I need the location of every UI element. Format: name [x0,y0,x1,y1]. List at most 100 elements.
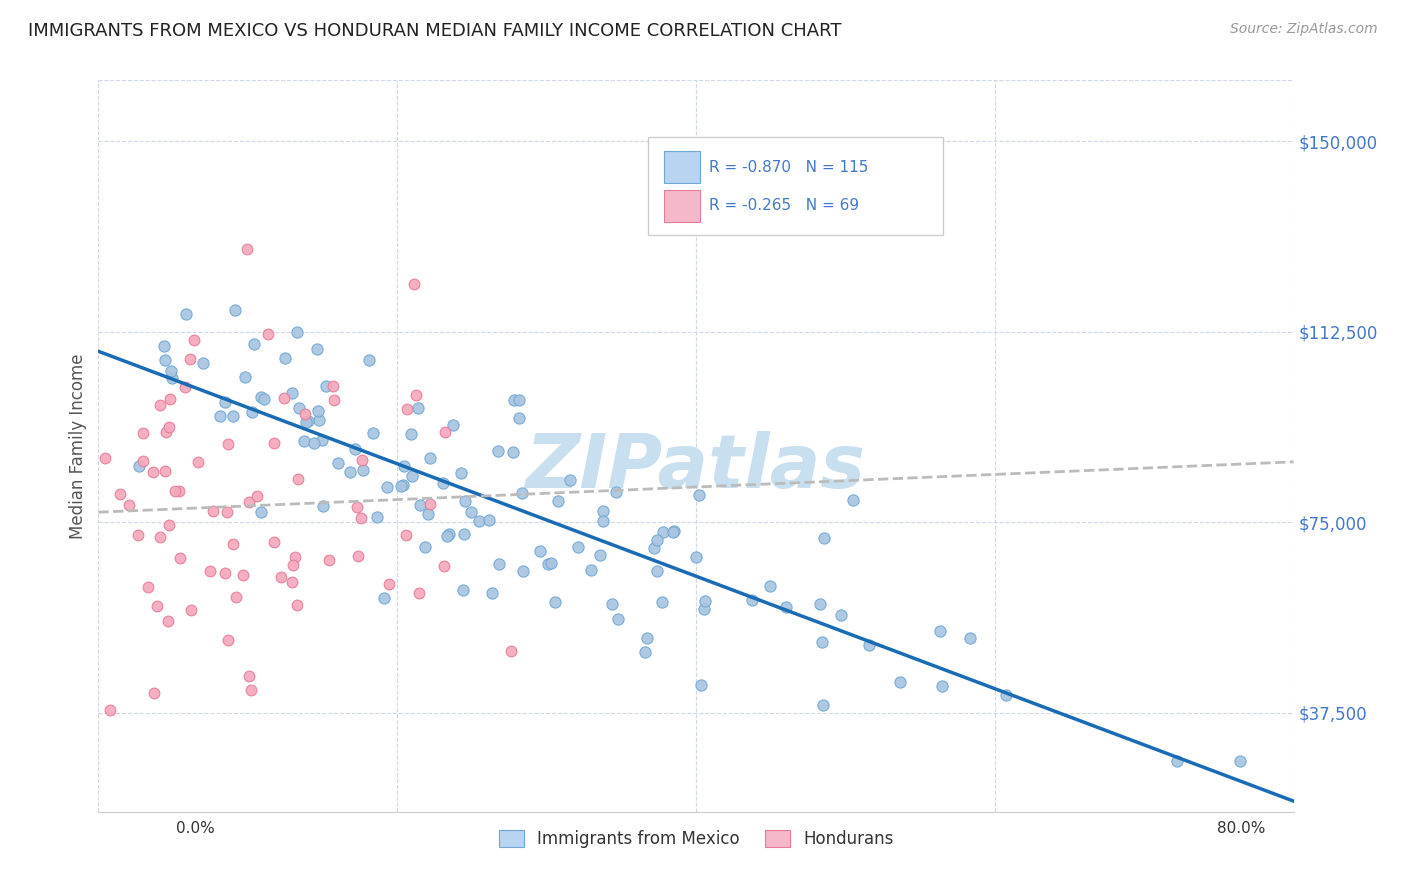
Point [287,598,309,612]
Point [224,303,246,318]
Point [350,511,373,525]
Point [392,478,415,492]
Point [94,451,117,466]
Point [179,351,201,366]
Point [453,527,475,541]
Point [432,475,454,490]
Point [811,698,834,712]
Point [281,575,304,590]
Point [156,615,179,629]
Point [149,398,172,412]
Point [395,402,418,417]
Point [450,466,472,480]
Text: R = -0.265   N = 69: R = -0.265 N = 69 [709,198,859,213]
Point [592,514,614,528]
Point [136,580,159,594]
Point [508,392,530,407]
Point [375,480,398,494]
Point [695,594,717,608]
Point [488,557,510,571]
Point [662,525,685,540]
Point [537,557,560,571]
Point [270,570,292,584]
Point [240,405,263,419]
Point [232,568,254,582]
Point [217,633,239,648]
Point [202,504,225,518]
Point [931,679,953,693]
Point [263,436,285,450]
Point [322,378,344,392]
Point [478,513,501,527]
Point [159,364,181,378]
Point [567,540,589,554]
Point [174,380,197,394]
Point [652,525,675,540]
Point [741,593,763,607]
Point [373,591,395,606]
Point [352,453,374,467]
Point [295,415,318,429]
Point [285,325,308,339]
Point [510,486,533,500]
Point [132,454,155,468]
Point [163,484,186,499]
Point [579,563,602,577]
Point [157,517,180,532]
Point [187,455,209,469]
Point [217,436,239,450]
Point [959,631,981,645]
Point [433,425,456,439]
Text: ZIPatlas: ZIPatlas [526,432,866,505]
Point [688,487,710,501]
Point [312,500,335,514]
Point [451,582,474,597]
Point [246,489,269,503]
Point [436,529,458,543]
Point [155,425,177,439]
Point [693,602,716,616]
Point [758,578,780,592]
Legend: Immigrants from Mexico, Hondurans: Immigrants from Mexico, Hondurans [492,823,900,855]
Point [488,444,510,458]
Point [352,462,374,476]
Point [146,599,169,614]
Point [460,505,482,519]
Point [263,534,285,549]
Point [685,550,707,565]
Point [508,411,530,425]
Point [889,675,911,690]
Point [588,548,610,562]
Point [323,393,346,408]
Point [366,510,388,524]
Point [127,528,149,542]
Text: R = -0.870   N = 115: R = -0.870 N = 115 [709,160,868,175]
Point [402,277,425,292]
Point [437,527,460,541]
Point [214,394,236,409]
Point [253,392,276,407]
Point [544,595,567,609]
Point [183,333,205,347]
Point [481,586,503,600]
Point [294,407,316,421]
Point [600,597,623,611]
Point [419,451,441,466]
Point [292,434,315,449]
Point [645,564,668,578]
Point [153,463,176,477]
Point [413,541,436,555]
Point [236,243,259,257]
Point [503,392,526,407]
Text: 0.0%: 0.0% [176,821,215,836]
Point [180,603,202,617]
Point [347,549,370,563]
Point [153,339,176,353]
Point [547,494,569,508]
Point [174,307,197,321]
Point [242,337,264,351]
Point [643,541,665,555]
Point [560,473,582,487]
Point [302,436,325,450]
Point [399,426,422,441]
